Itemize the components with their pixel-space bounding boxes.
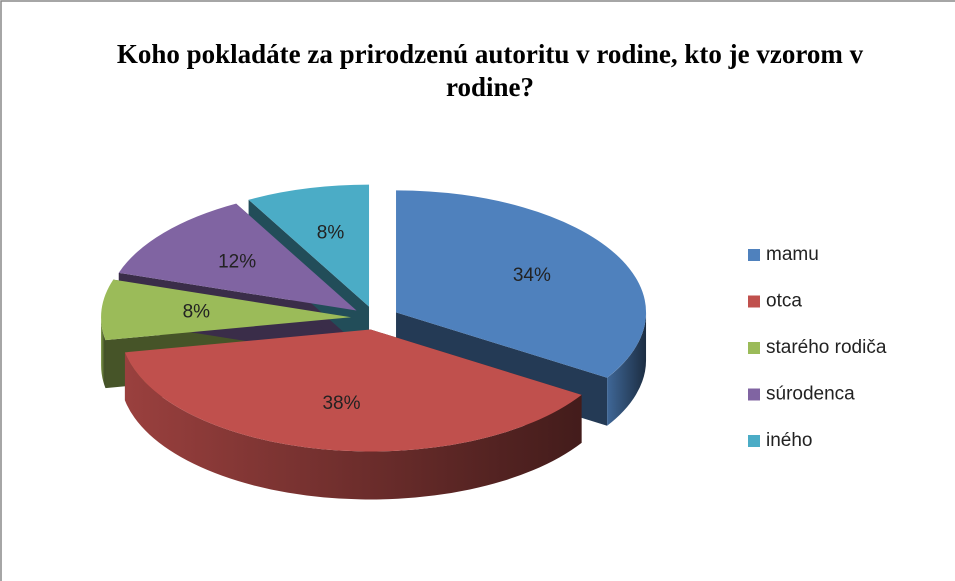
slice — [124, 329, 582, 452]
data-label: 38% — [322, 393, 360, 414]
legend-swatch — [748, 435, 760, 447]
chart-title: Koho pokladáte za prirodzenú autoritu v … — [116, 39, 864, 102]
data-label: 34% — [513, 265, 551, 286]
slice-side — [607, 312, 647, 426]
legend-label: súrodenca — [766, 384, 855, 405]
slice-side — [101, 317, 106, 389]
data-label: 8% — [183, 302, 211, 323]
data-label: 12% — [218, 251, 256, 272]
slice — [118, 203, 357, 311]
data-label: 8% — [317, 222, 345, 243]
slice — [101, 279, 352, 341]
legend-label: starého rodiča — [766, 337, 887, 358]
slice-side — [124, 352, 582, 500]
slice — [396, 190, 647, 378]
legend-label: otca — [766, 291, 802, 312]
legend-swatch — [748, 388, 760, 401]
legend-label: mamu — [766, 244, 819, 265]
legend-swatch — [748, 295, 760, 308]
legend-label: iného — [766, 430, 813, 451]
slice — [248, 184, 370, 307]
legend-swatch — [748, 342, 760, 354]
legend-swatch — [748, 249, 760, 261]
